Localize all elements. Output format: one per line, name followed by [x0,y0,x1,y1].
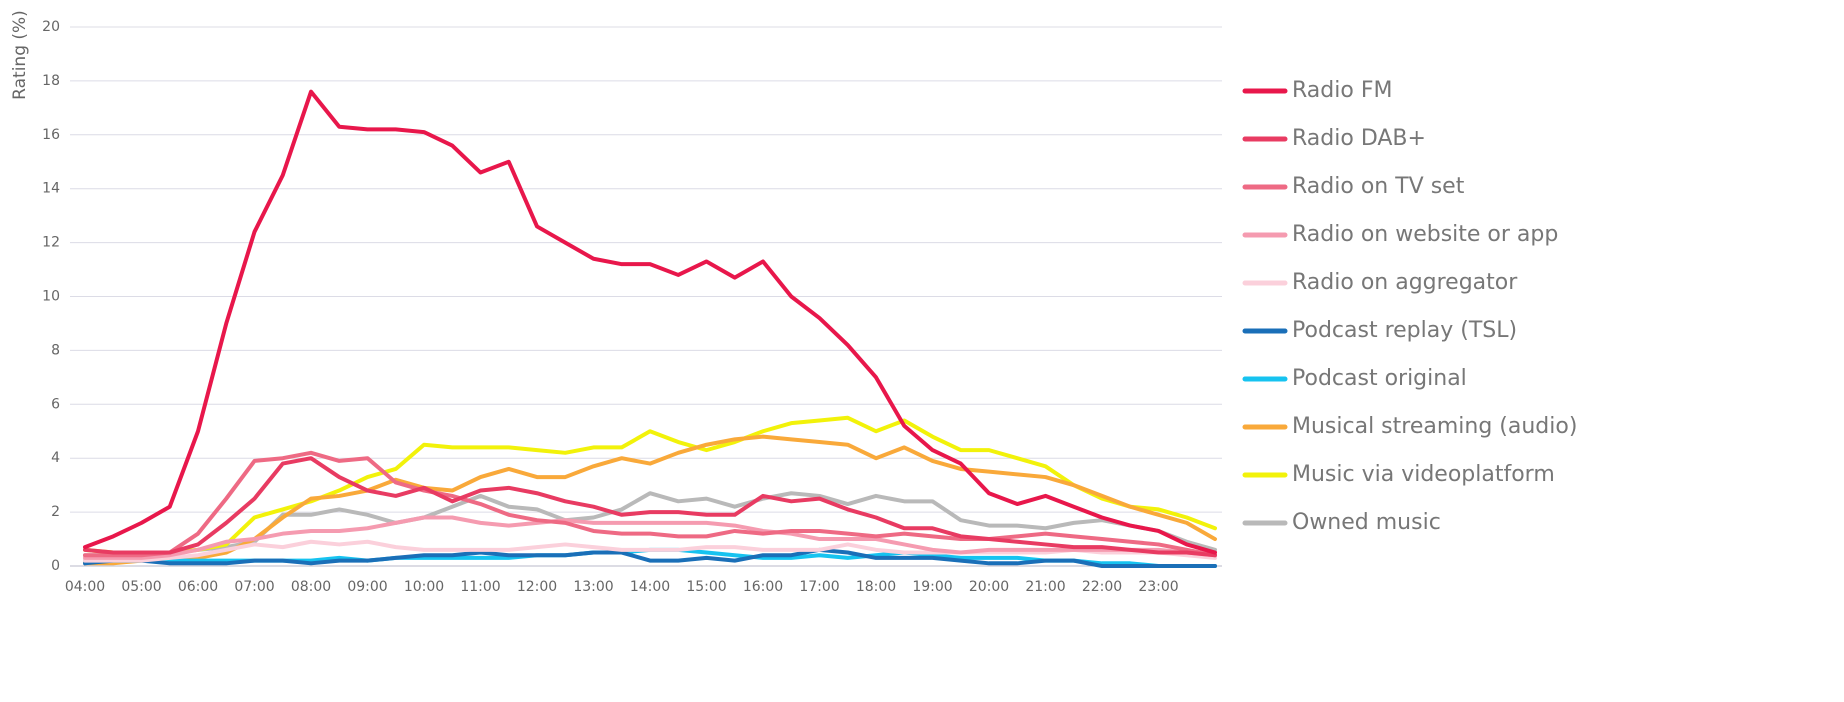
legend-label: Podcast replay (TSL) [1292,318,1517,343]
y-tick-label: 8 [51,342,60,358]
y-tick-label: 16 [42,127,60,143]
series-line [83,415,1217,555]
y-tick-label: 14 [42,181,60,197]
y-tick-label: 20 [42,19,60,35]
series-line [83,450,1217,558]
legend-label: Radio on aggregator [1292,270,1518,295]
series-line [83,89,1217,555]
x-tick-label: 08:00 [291,579,331,595]
y-tick-label: 18 [42,73,60,89]
y-tick-label: 0 [51,558,60,574]
y-tick-label: 10 [42,289,60,305]
x-tick-label: 13:00 [573,579,613,595]
x-tick-label: 16:00 [743,579,783,595]
y-tick-label: 4 [51,450,60,466]
y-tick-label: 12 [42,235,60,251]
x-tick-label: 07:00 [234,579,274,595]
x-tick-label: 20:00 [969,579,1009,595]
x-tick-label: 22:00 [1082,579,1122,595]
x-tick-label: 21:00 [1025,579,1065,595]
legend-label: Musical streaming (audio) [1292,414,1577,439]
series-line [83,547,1217,568]
series-line [83,434,1217,566]
x-tick-label: 10:00 [404,579,444,595]
legend-label: Radio on TV set [1292,174,1465,199]
x-tick-label: 17:00 [799,579,839,595]
legend-label: Radio FM [1292,78,1392,103]
x-tick-label: 12:00 [517,579,557,595]
x-tick-label: 05:00 [121,579,161,595]
series-line [83,539,1217,563]
x-tick-label: 06:00 [178,579,218,595]
legend-label: Owned music [1292,510,1441,535]
x-tick-label: 14:00 [630,579,670,595]
series-line [83,456,1217,558]
x-tick-label: 18:00 [856,579,896,595]
legend-label: Radio on website or app [1292,222,1558,247]
x-tick-label: 15:00 [686,579,726,595]
y-axis-label: Rating (%) [10,10,30,100]
legend-label: Podcast original [1292,366,1467,391]
x-tick-label: 09:00 [347,579,387,595]
series-line [83,515,1217,560]
x-tick-label: 19:00 [912,579,952,595]
legend-label: Music via videoplatform [1292,462,1555,487]
y-tick-label: 6 [51,396,60,412]
legend-label: Radio DAB+ [1292,126,1426,151]
x-tick-label: 04:00 [65,579,105,595]
y-tick-label: 2 [51,504,60,520]
x-tick-label: 23:00 [1138,579,1178,595]
x-tick-label: 11:00 [460,579,500,595]
